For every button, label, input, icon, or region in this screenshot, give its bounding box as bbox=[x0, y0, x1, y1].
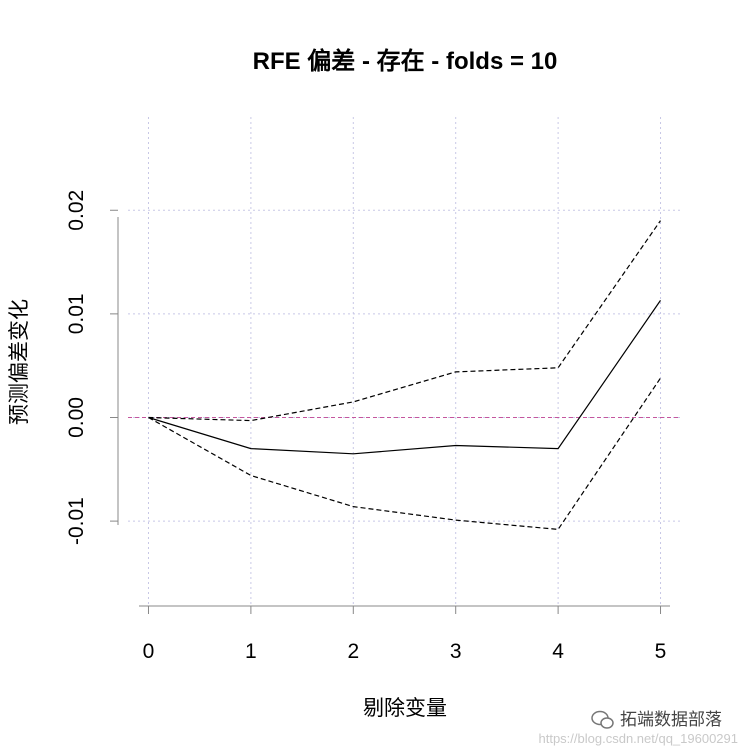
series-line-0-solid bbox=[148, 300, 661, 455]
watermark-name: 拓端数据部落 bbox=[620, 710, 722, 729]
y-tick-label-2: 0.00 bbox=[65, 397, 88, 438]
series-line-1-dashed bbox=[148, 220, 661, 422]
y-tick-label-0: 0.02 bbox=[65, 190, 88, 231]
y-tick-label-1: 0.01 bbox=[65, 293, 88, 334]
x-tick-label-0: 0 bbox=[143, 640, 155, 663]
x-tick-label-2: 2 bbox=[347, 640, 359, 663]
grid bbox=[128, 117, 681, 604]
x-tick-label-5: 5 bbox=[655, 640, 667, 663]
watermark-url: https://blog.csdn.net/qq_19600291 bbox=[539, 731, 739, 746]
series-line-2-dashed bbox=[148, 377, 661, 531]
y-axis-ticks: 0.02 0.01 0.00 -0.01 bbox=[65, 190, 118, 545]
y-tick-label-3: -0.01 bbox=[65, 497, 88, 545]
x-axis-ticks: 0 1 2 3 4 5 bbox=[143, 606, 667, 663]
x-tick-label-3: 3 bbox=[450, 640, 462, 663]
y-axis-label: 预测偏差变化 bbox=[8, 299, 31, 425]
wechat-icon bbox=[591, 710, 614, 729]
x-axis-label: 剔除变量 bbox=[363, 697, 447, 720]
x-tick-label-1: 1 bbox=[245, 640, 257, 663]
chart-title: RFE 偏差 - 存在 - folds = 10 bbox=[253, 47, 558, 75]
watermark: 拓端数据部落 https://blog.csdn.net/qq_19600291 bbox=[539, 710, 739, 746]
series-lines bbox=[148, 220, 661, 531]
x-tick-label-4: 4 bbox=[552, 640, 564, 663]
